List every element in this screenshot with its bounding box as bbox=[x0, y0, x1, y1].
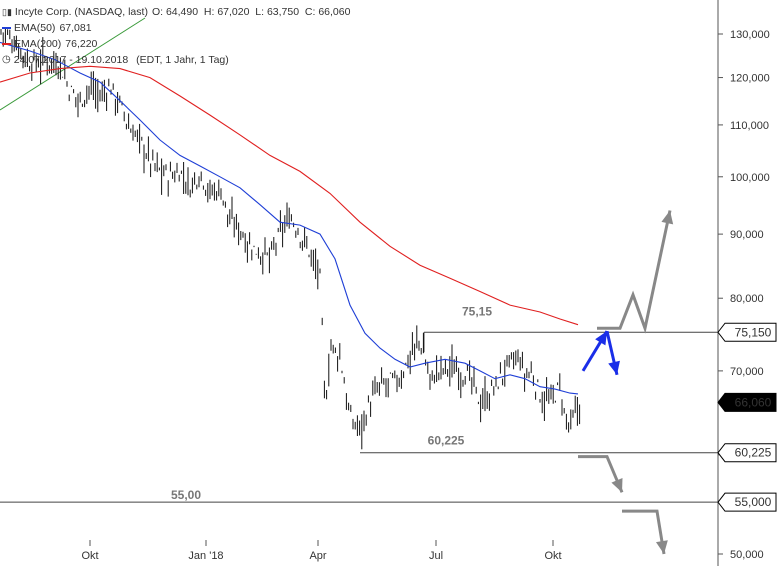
date-range: 24.07.2017 - 19.10.2018 bbox=[13, 54, 129, 66]
ema50-line bbox=[0, 41, 579, 395]
price-badges: 75,150 66,060 60,225 55,000 bbox=[717, 322, 777, 512]
gray-bear-arrow-1-path bbox=[578, 455, 624, 493]
symbol-title: Incyte Corp. (NASDAQ, last) bbox=[14, 6, 148, 18]
price-badge-box bbox=[717, 443, 777, 463]
price-bars bbox=[0, 28, 581, 450]
chart-legend: ▯▮ Incyte Corp. (NASDAQ, last) O: 64,490… bbox=[2, 4, 350, 68]
scenario-arrows bbox=[578, 210, 674, 555]
x-tick-label: Okt bbox=[544, 550, 561, 562]
y-tick-label: 110,000 bbox=[730, 120, 769, 132]
y-tick-label: 50,000 bbox=[730, 549, 764, 561]
x-tick-label: Jul bbox=[429, 550, 443, 562]
interval-info: (EDT, 1 Jahr, 1 Tag) bbox=[136, 54, 229, 66]
ema200-label: EMA(200) bbox=[14, 38, 62, 50]
price-badge-box bbox=[717, 392, 777, 412]
gray-bear-arrow-2-head bbox=[655, 540, 668, 554]
y-tick-label: 130,000 bbox=[730, 29, 770, 41]
level-lines: 75,15 60,225 55,00 bbox=[0, 17, 718, 503]
x-axis: Okt Jan '18 Apr Jul Okt bbox=[81, 540, 562, 562]
gray-bear-arrow-2-path bbox=[622, 509, 666, 555]
ohlc-values: O: 64,490 H: 67,020 L: 63,750 C: 66,060 bbox=[151, 6, 351, 18]
support-label: 60,225 bbox=[428, 434, 465, 448]
ema200-value: 76,220 bbox=[65, 38, 98, 50]
ema-lines bbox=[0, 41, 579, 395]
y-tick-label: 80,000 bbox=[730, 293, 764, 305]
legend-title-row: ▯▮ Incyte Corp. (NASDAQ, last) O: 64,490… bbox=[2, 4, 350, 20]
price-badge-label: 66,060 bbox=[735, 395, 772, 409]
price-badge-box bbox=[717, 322, 777, 342]
level-55-label: 55,00 bbox=[171, 488, 201, 502]
uptrend-line bbox=[0, 17, 146, 111]
ema50-swatch bbox=[2, 27, 11, 29]
blue-up-arrow-head bbox=[595, 331, 607, 346]
y-tick-label: 70,000 bbox=[730, 366, 764, 378]
legend-range-row: ◷ 24.07.2017 - 19.10.2018 (EDT, 1 Jahr, … bbox=[2, 52, 350, 68]
y-axis: 130,000 120,000 110,000 100,000 90,000 80,000… bbox=[717, 0, 770, 566]
blue-down-arrow-head bbox=[608, 360, 620, 375]
legend-ema200-row[interactable]: EMA(200) 76,220 bbox=[2, 36, 350, 52]
ema50-value: 67,081 bbox=[59, 22, 92, 34]
y-tick-label: 100,000 bbox=[730, 172, 770, 184]
clock-icon: ◷ bbox=[2, 54, 11, 65]
bar-chart-icon: ▯▮ bbox=[2, 7, 12, 17]
gray-bear-arrow-1-head bbox=[611, 478, 623, 493]
price-badge-label: 60,225 bbox=[735, 446, 772, 460]
ema50-label: EMA(50) bbox=[14, 22, 56, 34]
y-tick-label: 90,000 bbox=[730, 229, 764, 241]
price-badge-label: 75,150 bbox=[735, 325, 772, 339]
price-badge-box bbox=[717, 492, 777, 512]
legend-ema50-row[interactable]: EMA(50) 67,081 bbox=[2, 20, 350, 36]
x-tick-label: Apr bbox=[309, 550, 326, 562]
x-tick-label: Jan '18 bbox=[188, 550, 223, 562]
ema200-swatch bbox=[2, 43, 11, 45]
price-badge-label: 55,000 bbox=[735, 495, 772, 509]
x-tick-label: Okt bbox=[81, 550, 98, 562]
ema200-line bbox=[0, 65, 579, 326]
gray-bull-arrow-head bbox=[661, 210, 674, 225]
resistance-label: 75,15 bbox=[462, 304, 492, 318]
gray-bull-arrow-path bbox=[597, 210, 672, 334]
y-tick-label: 120,000 bbox=[730, 73, 770, 85]
